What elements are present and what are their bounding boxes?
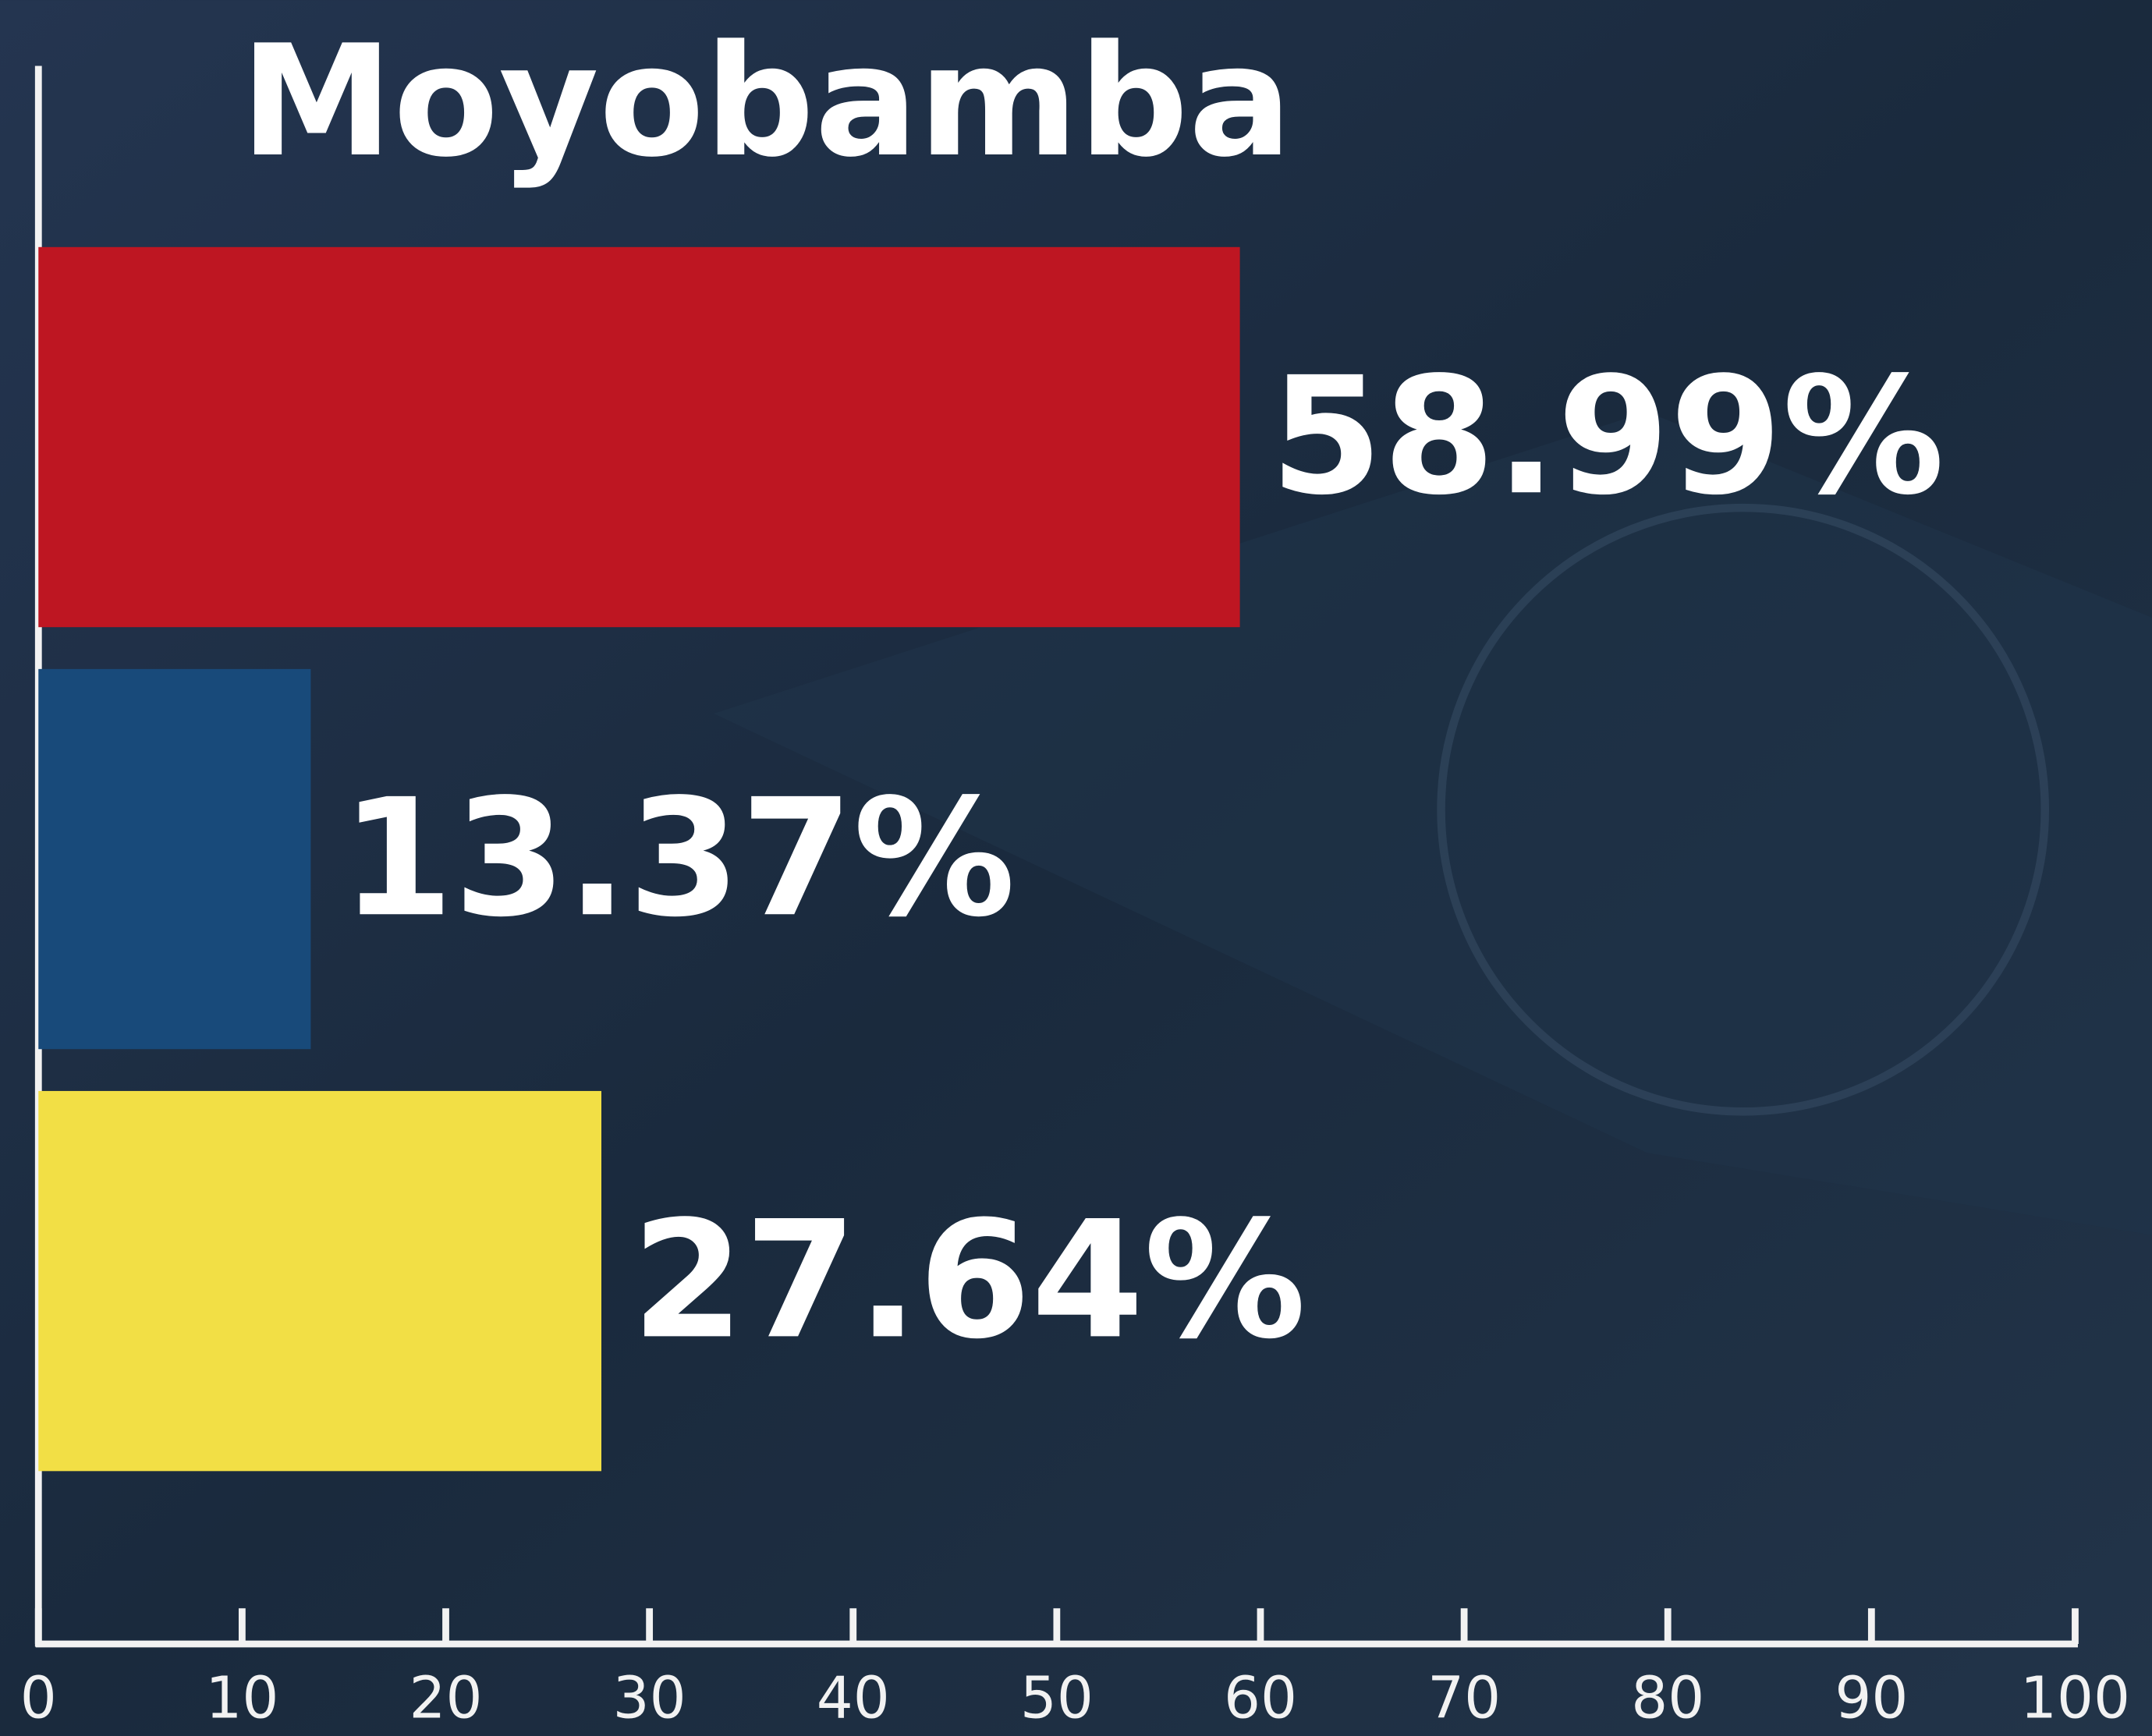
chart-title: Moyobamba: [240, 12, 1292, 191]
value-label: 13.37%: [341, 763, 1016, 952]
background-decor: [1437, 503, 2050, 1116]
x-tick-label: 80: [1631, 1664, 1704, 1731]
x-tick-label: 20: [409, 1664, 482, 1731]
x-tick-label: 10: [205, 1664, 278, 1731]
x-tick-label: 70: [1427, 1664, 1501, 1731]
value-label: 27.64%: [632, 1185, 1306, 1374]
bar: [38, 246, 1240, 628]
value-label: 58.99%: [1270, 342, 1945, 530]
x-tick-label: 50: [1020, 1664, 1094, 1731]
x-tick-label: 30: [613, 1664, 686, 1731]
x-tick-label: 60: [1224, 1664, 1297, 1731]
x-tick-label: 90: [1835, 1664, 1908, 1731]
bar: [38, 1090, 602, 1472]
x-tick-label: 100: [2020, 1664, 2130, 1731]
x-tick-label: 0: [20, 1664, 57, 1731]
x-tick-label: 40: [817, 1664, 890, 1731]
bar: [38, 668, 311, 1050]
